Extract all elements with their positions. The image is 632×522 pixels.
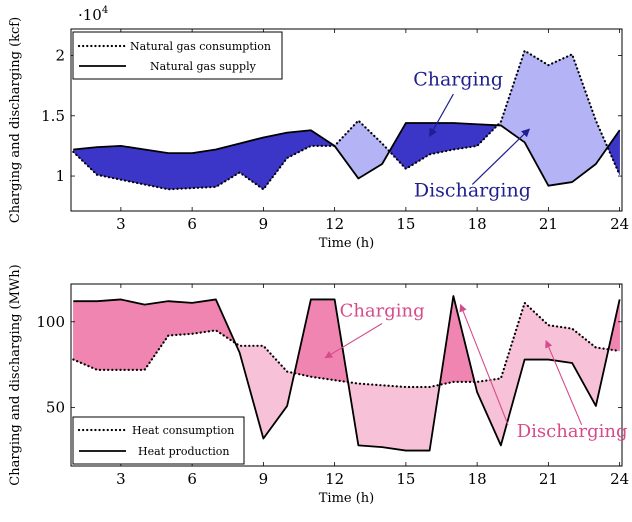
- c1-fill-segment-0-0: [73, 146, 98, 176]
- c2-series-line-1: [73, 295, 621, 452]
- c2-fill-segment-20-0: [548, 324, 573, 364]
- c1-xtick-label-1: 6: [187, 215, 197, 233]
- c1-fill-segment-4-0: [168, 152, 193, 190]
- c2-series-line-0: [72, 301, 621, 389]
- gas-annotation-charging: Charging: [413, 69, 503, 91]
- c2-fill-segment-2-0: [120, 299, 145, 371]
- c1-fill-segment-20-0: [548, 53, 573, 187]
- c2-xtick-label-6: 21: [539, 470, 558, 488]
- c1-ytick-label-2: 2: [55, 47, 65, 65]
- heat-legend-label-consumption: Heat consumption: [132, 424, 234, 437]
- gas-legend-box: [72, 31, 283, 80]
- c1-fill-segment-3-0: [144, 149, 169, 190]
- c1-fill-segment-21-0: [571, 54, 597, 183]
- c1-fill-segment-5-0: [191, 149, 217, 189]
- heat-x-axis-label: Time (h): [319, 491, 375, 506]
- c2-fill-segment-13-0: [381, 384, 407, 451]
- c1-fill-segment-14-0: [405, 122, 430, 170]
- heat-legend-label-production: Heat production: [138, 445, 229, 458]
- c1-fill-segment-12-0: [358, 119, 383, 179]
- c1-fill-segment-6-0: [215, 143, 240, 188]
- c1-xtick-label-5: 18: [468, 215, 487, 233]
- heat-y-axis-label: Charging and discharging (MWh): [8, 264, 23, 485]
- c2-fill-segment-0-0: [73, 300, 98, 371]
- heat-annotation-charging: Charging: [340, 301, 425, 322]
- gas-chart: 3 6 9 12 15 18 21 24 1 1.5 2 ·104 Time (h) Chargin…: [8, 5, 629, 251]
- gas-annotation-arrow-discharging: [471, 128, 530, 185]
- gas-legend-label-consumption: Natural gas consumption: [130, 40, 271, 53]
- c2-fill-segment-19-0: [524, 302, 549, 360]
- heat-plot-frame: [70, 283, 623, 467]
- c2-xtick-label-1: 6: [187, 470, 197, 488]
- c2-xtick-label-2: 9: [259, 470, 269, 488]
- c1-xtick-label-3: 12: [325, 215, 344, 233]
- heat-annotation-arrow-discharging-2: [545, 339, 583, 426]
- c2-fill-segment-14-0: [405, 386, 430, 451]
- gas-annotations: Charging Discharging: [413, 69, 531, 202]
- c1-fill-segment-9-0: [286, 129, 312, 159]
- heat-annotation-arrow-discharging-1: [459, 303, 509, 425]
- c2-xtick-label-5: 18: [468, 470, 487, 488]
- gas-annotation-discharging: Discharging: [414, 180, 531, 202]
- c2-fill-segment-4-0: [168, 300, 193, 336]
- gas-annotation-arrow-charging: [429, 93, 454, 138]
- c2-fill-segment-5-0: [191, 299, 217, 335]
- c1-xtick-label-0: 3: [116, 215, 126, 233]
- c2-fill-segment-3-0: [144, 300, 169, 371]
- c2-fill-segment-21-0: [571, 328, 597, 407]
- gas-legend: Natural gas consumption Natural gas suppl…: [72, 31, 283, 80]
- c1-fill-segment-16-0: [453, 122, 478, 150]
- c1-series-line-0: [72, 49, 621, 191]
- heat-annotation-arrow-charging: [324, 323, 383, 359]
- c1-xtick-label-6: 21: [539, 215, 558, 233]
- c2-ytick-label-1: 100: [36, 313, 65, 331]
- c2-xtick-label-7: 24: [610, 470, 629, 488]
- gas-ticks: 3 6 9 12 15 18 21 24 1 1.5 2: [41, 29, 629, 233]
- c1-xtick-label-4: 15: [396, 215, 415, 233]
- c2-ytick-label-0: 50: [46, 399, 65, 417]
- c1-xtick-label-7: 24: [610, 215, 629, 233]
- gas-series-lines: [72, 49, 621, 191]
- c2-xtick-label-4: 15: [396, 470, 415, 488]
- c1-fill-segment-8-0: [263, 132, 288, 191]
- gas-legend-label-supply: Natural gas supply: [150, 60, 257, 73]
- c1-series-line-1: [73, 122, 621, 187]
- heat-legend-box: [72, 416, 245, 465]
- gas-plot-frame: [70, 28, 623, 212]
- heat-chart: 3 6 9 12 15 18 21 24 50 100 Time (h) Charging and…: [8, 264, 629, 506]
- gas-y-axis-label: Charging and discharging (kcf): [8, 17, 23, 223]
- c1-xtick-label-2: 9: [259, 215, 269, 233]
- c2-fill-segment-12-0: [358, 383, 383, 448]
- c2-fill-segment-1-0: [96, 299, 122, 371]
- c2-xtick-label-3: 12: [325, 470, 344, 488]
- heat-annotation-discharging: Discharging: [517, 421, 628, 442]
- c2-xtick-label-0: 3: [116, 470, 126, 488]
- gas-x-axis-label: Time (h): [319, 236, 375, 251]
- heat-annotations: Charging Discharging: [324, 301, 628, 442]
- heat-ticks: 3 6 9 12 15 18 21 24 50 100: [36, 284, 629, 488]
- heat-legend: Heat consumption Heat production: [72, 416, 245, 465]
- c1-fill-segment-2-0: [120, 145, 145, 185]
- gas-multiplier: ·104: [78, 5, 108, 24]
- c1-ytick-label-1: 1.5: [41, 107, 65, 125]
- c1-ytick-label-0: 1: [55, 167, 65, 185]
- heat-series-lines: [72, 295, 621, 452]
- c1-fill-segment-22-0: [595, 120, 608, 165]
- c2-fill-segment-10-0: [310, 299, 335, 381]
